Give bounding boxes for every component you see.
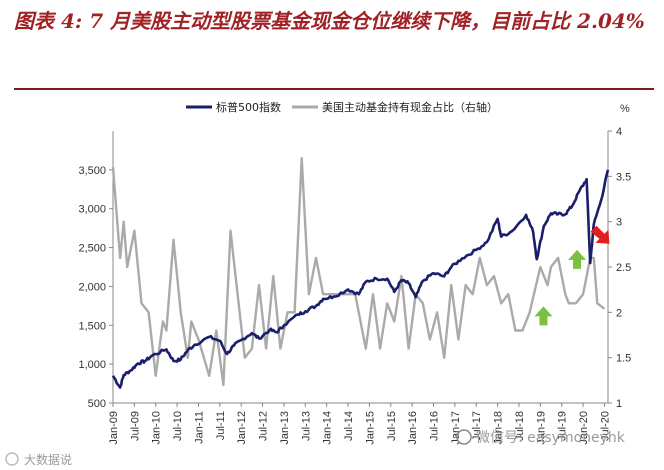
- right-tick-label: 3.5: [616, 171, 631, 183]
- x-tick-label: Jan-10: [151, 411, 163, 445]
- x-tick-label: Jul-14: [343, 411, 355, 441]
- left-tick-label: 1,000: [78, 359, 106, 371]
- right-axis-unit: %: [620, 103, 630, 115]
- x-tick-label: Jan-13: [279, 411, 291, 445]
- axes: 500 1,000 1,500 2,000 2,500 3,000 3,500 1 1.5 2 2.…: [78, 126, 631, 445]
- x-tick-label: Jul-12: [258, 411, 270, 441]
- x-tick-label: Jul-09: [129, 411, 141, 441]
- x-tick-label: Jul-17: [471, 411, 483, 441]
- x-tick-label: Jul-10: [172, 411, 184, 441]
- wechat-icon: [456, 429, 472, 445]
- x-tick-label: Jan-20: [578, 411, 590, 445]
- x-tick-label: Jan-11: [193, 411, 205, 444]
- arrow-up-icon: [534, 306, 553, 326]
- x-tick-label: Jul-13: [300, 411, 312, 441]
- annotation-layer: [534, 225, 610, 326]
- watermark-logo-icon: [5, 452, 19, 466]
- left-tick-label: 1,500: [78, 320, 106, 332]
- left-tick-label: 3,000: [78, 204, 106, 216]
- left-tick-label: 500: [88, 398, 106, 410]
- watermark-right-text: 微信号: easymoneyhk: [476, 430, 626, 446]
- x-tick-label: Jan-12: [236, 411, 248, 445]
- x-tick-label: Jan-17: [450, 411, 462, 445]
- legend: 标普500指数 美国主动基金持有现金占比（右轴）: [186, 100, 498, 114]
- title-rule: [14, 88, 654, 90]
- series-layer: [111, 156, 610, 389]
- arrow-down-icon: [590, 225, 610, 244]
- watermark-left: 大数据说: [5, 452, 72, 467]
- x-tick-label: Jan-18: [493, 411, 505, 445]
- right-tick-label: 2.5: [616, 262, 631, 274]
- x-tick-label: Jan-09: [108, 411, 120, 445]
- legend-label-spx: 标普500指数: [216, 100, 281, 114]
- x-tick-label: Jul-11: [215, 411, 227, 440]
- right-tick-label: 2: [616, 307, 622, 319]
- right-tick-label: 1.5: [616, 353, 631, 365]
- left-tick-label: 3,500: [78, 165, 106, 177]
- x-tick-label: Jul-16: [429, 411, 441, 441]
- figure-title: 图表 4: 7 月美股主动型股票基金现金仓位继续下降，目前占比 2.04%: [14, 9, 645, 33]
- left-tick-label: 2,500: [78, 243, 106, 255]
- x-tick-label: Jan-19: [535, 411, 547, 445]
- watermark-right: 微信号: easymoneyhk: [456, 429, 626, 446]
- series-line-cash-ratio: [111, 156, 606, 387]
- legend-label-cash: 美国主动基金持有现金占比（右轴）: [322, 100, 498, 114]
- x-tick-label: Jan-16: [407, 411, 419, 445]
- right-tick-label: 3: [616, 217, 622, 229]
- x-tick-label: Jul-15: [386, 411, 398, 441]
- watermark-left-text: 大数据说: [24, 452, 72, 467]
- right-tick-label: 1: [616, 398, 622, 410]
- right-tick-label: 4: [616, 126, 622, 138]
- x-tick-label: Jul-19: [557, 411, 569, 441]
- series-line-spx: [111, 169, 610, 389]
- x-tick-label: Jan-14: [322, 411, 334, 445]
- x-tick-label: Jan-15: [364, 411, 376, 445]
- arrow-up-icon: [568, 249, 587, 269]
- x-tick-label: Jul-20: [599, 411, 611, 441]
- left-tick-label: 2,000: [78, 281, 106, 293]
- x-tick-label: Jul-18: [514, 411, 526, 441]
